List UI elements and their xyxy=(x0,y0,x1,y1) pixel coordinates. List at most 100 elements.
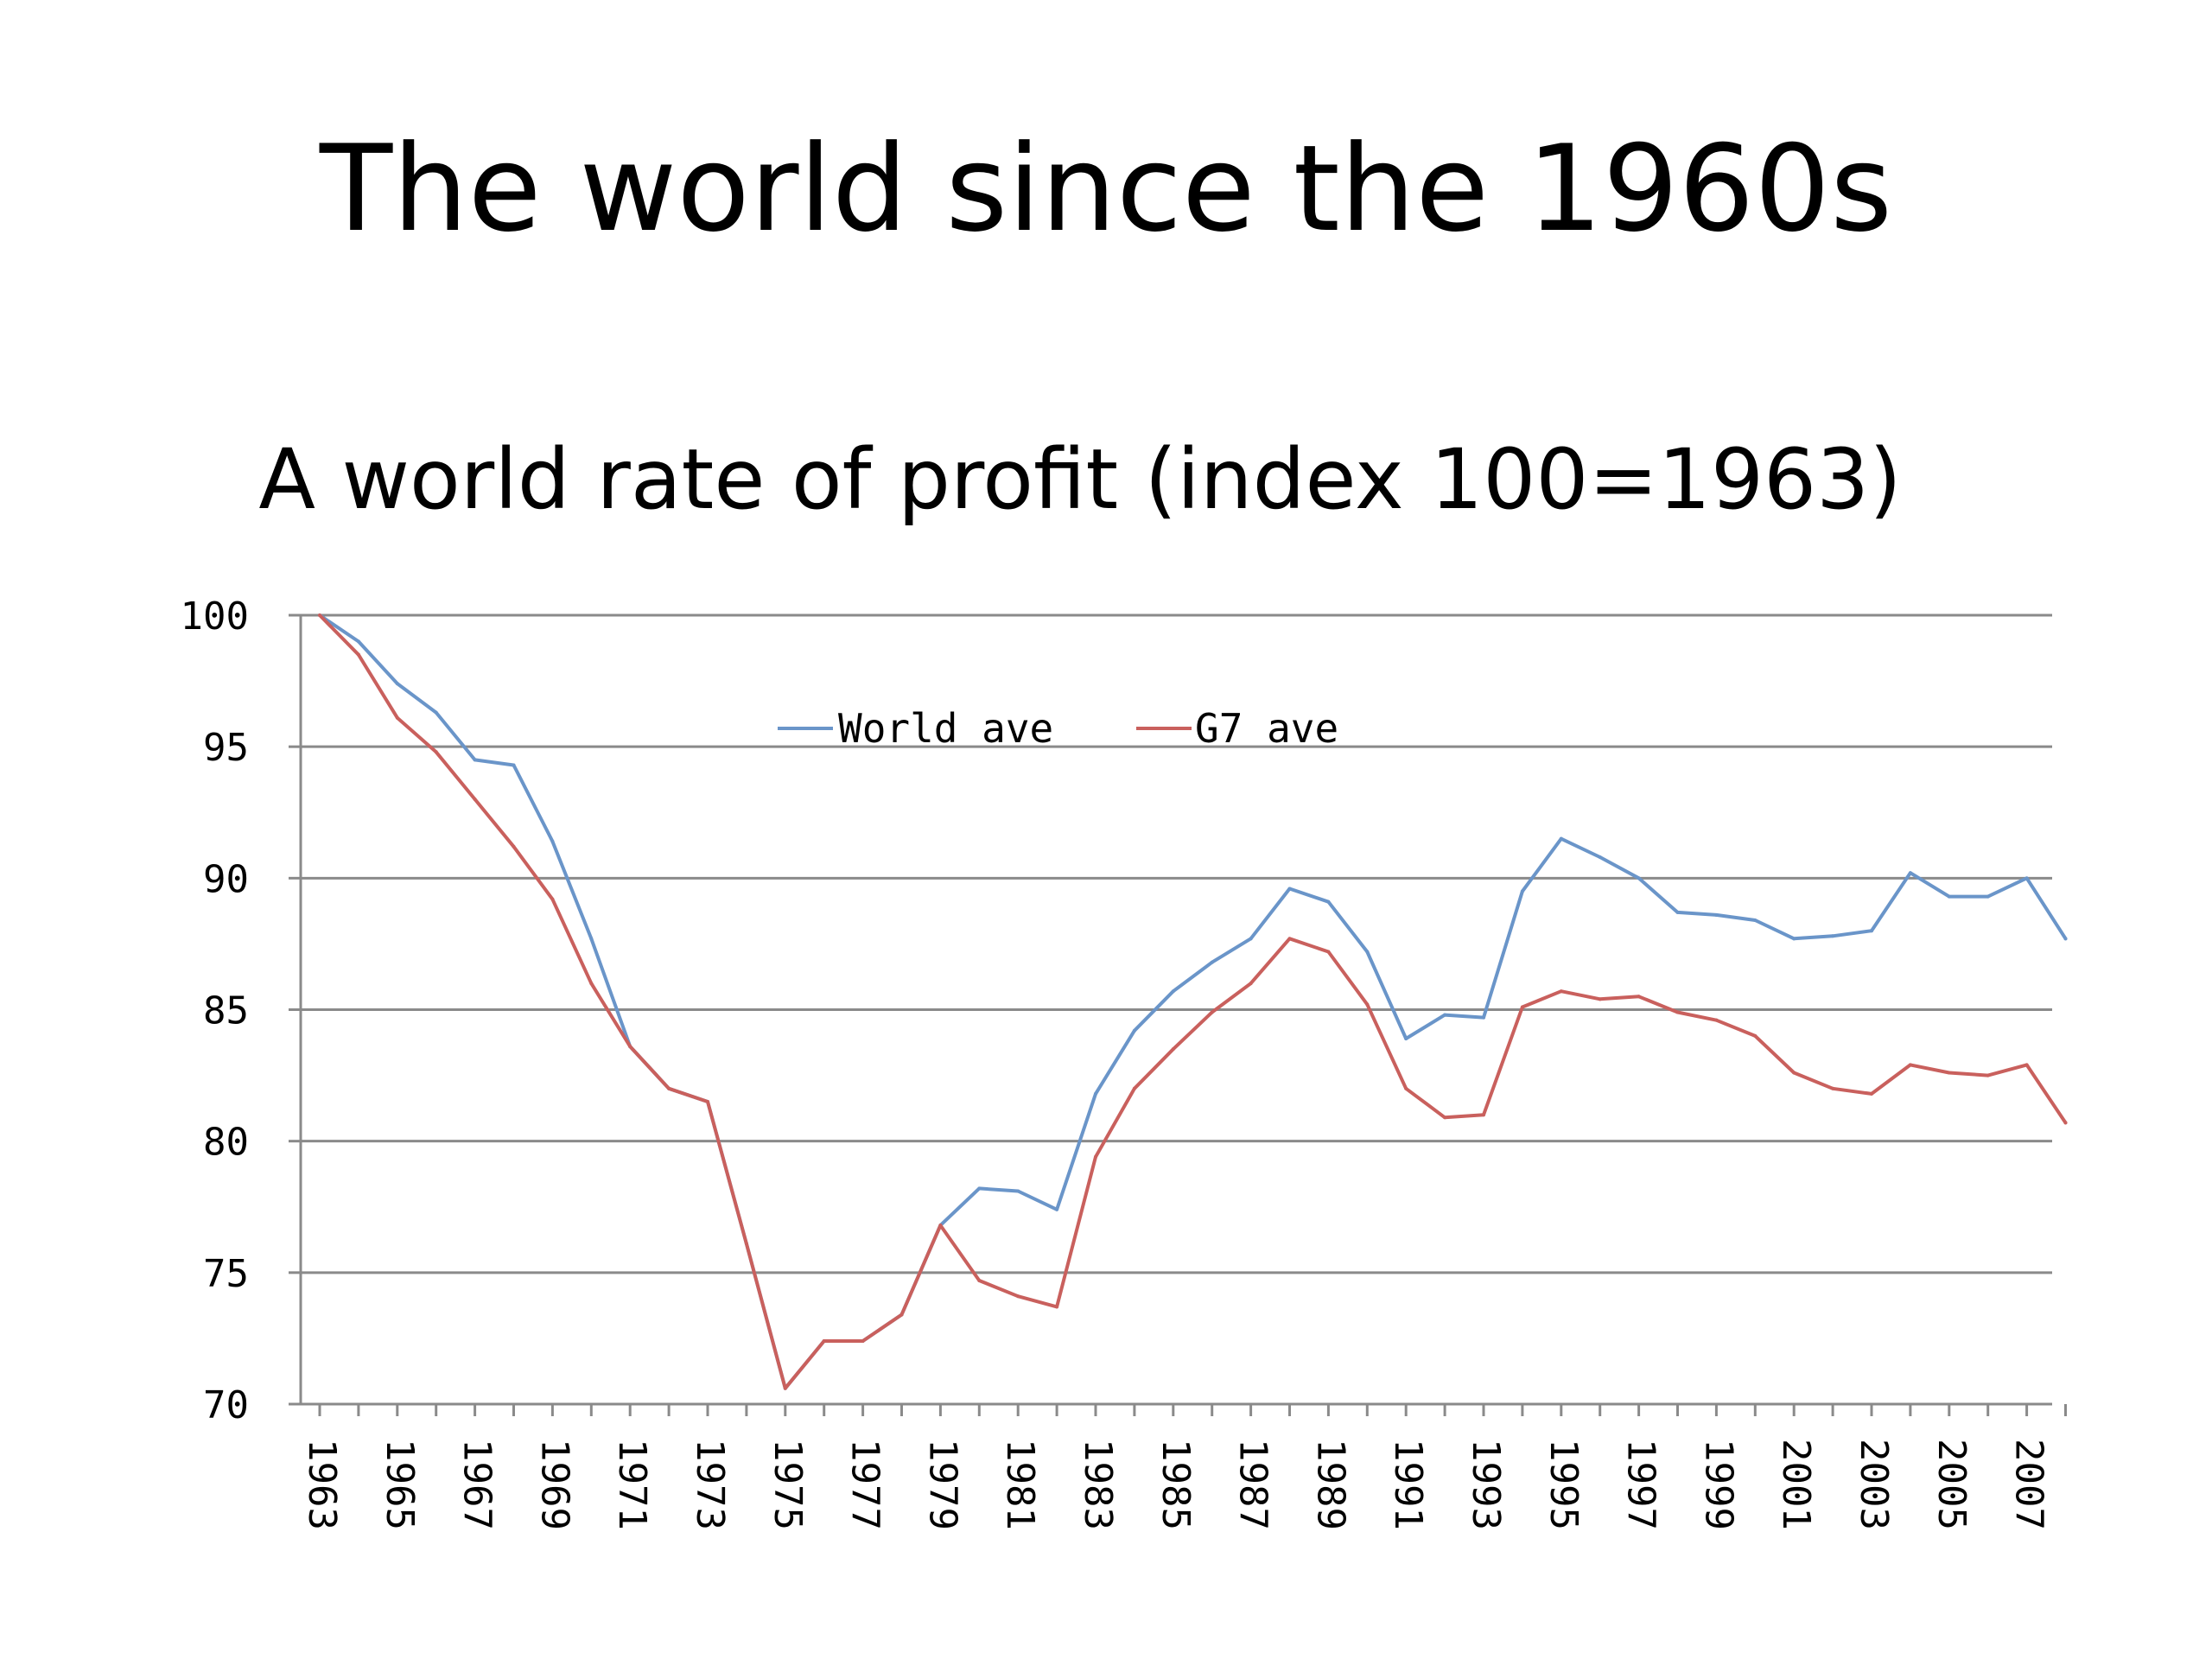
data-point xyxy=(1559,836,1563,841)
data-point xyxy=(1132,1028,1136,1033)
data-point xyxy=(1637,876,1641,880)
data-point xyxy=(2024,876,2029,880)
x-tick-label: 1997 xyxy=(1619,1439,1663,1530)
data-point xyxy=(434,750,438,754)
data-point xyxy=(1714,1018,1719,1022)
chart-title: A world rate of profit (index 100=1963) xyxy=(258,431,1901,528)
data-point xyxy=(356,652,360,657)
data-point xyxy=(356,639,360,644)
data-point xyxy=(1016,1189,1020,1193)
y-tick-label: 70 xyxy=(203,1383,249,1427)
data-point xyxy=(1132,1086,1136,1090)
data-point xyxy=(512,763,516,767)
data-point xyxy=(1365,1002,1370,1007)
data-point xyxy=(1094,1154,1097,1159)
data-point xyxy=(1520,889,1524,893)
data-point xyxy=(1055,1305,1059,1309)
data-point xyxy=(1249,937,1253,941)
series-line-1 xyxy=(318,613,2068,1390)
y-tick-label: 85 xyxy=(203,989,249,1033)
series-lines xyxy=(318,613,2068,1390)
data-point xyxy=(434,710,438,715)
x-tick-label: 1985 xyxy=(1154,1439,1198,1530)
data-point xyxy=(861,1338,865,1343)
data-point xyxy=(628,1045,632,1049)
data-point xyxy=(938,1224,943,1228)
data-point xyxy=(550,839,555,843)
legend-label: G7 ave xyxy=(1195,705,1338,752)
data-point xyxy=(395,682,399,686)
data-point xyxy=(1908,871,1912,875)
data-point xyxy=(1520,1005,1524,1009)
data-point xyxy=(783,1386,787,1390)
legend: World ave G7 ave xyxy=(778,705,1338,752)
data-point xyxy=(977,1186,982,1191)
data-point xyxy=(1482,1113,1485,1117)
data-point xyxy=(1675,1010,1680,1014)
data-point xyxy=(473,798,477,802)
x-tick-label: 1991 xyxy=(1386,1439,1430,1530)
data-point xyxy=(1831,1086,1835,1090)
data-point xyxy=(1908,1063,1912,1067)
data-point xyxy=(1326,899,1331,904)
data-point xyxy=(1598,997,1602,1001)
data-point xyxy=(1947,1071,1951,1075)
x-tick-label: 1983 xyxy=(1076,1439,1120,1530)
data-point xyxy=(1559,989,1563,994)
data-point xyxy=(744,1242,748,1246)
x-tick-label: 1973 xyxy=(688,1439,732,1530)
x-tick-label: 1995 xyxy=(1541,1439,1586,1530)
x-tick-label: 2003 xyxy=(1852,1439,1896,1530)
data-point xyxy=(2024,1063,2029,1067)
data-point xyxy=(1210,1010,1214,1014)
x-tick-label: 1975 xyxy=(766,1439,810,1530)
data-point xyxy=(1171,1047,1175,1052)
y-tick-label: 100 xyxy=(181,594,249,639)
data-point xyxy=(1598,855,1602,859)
data-point xyxy=(2063,1121,2068,1125)
data-point xyxy=(2063,937,2068,941)
x-tick-label: 1981 xyxy=(998,1439,1042,1530)
data-point xyxy=(395,715,399,720)
data-point xyxy=(1714,912,1719,917)
data-point xyxy=(1404,1036,1408,1040)
data-point xyxy=(899,1313,904,1317)
data-point xyxy=(473,758,477,762)
y-tick-label: 75 xyxy=(203,1252,249,1296)
data-point xyxy=(1016,1294,1020,1299)
data-point xyxy=(1249,982,1253,986)
data-point xyxy=(1287,887,1292,891)
x-tick-label: 1965 xyxy=(378,1439,422,1530)
data-point xyxy=(1443,1116,1447,1120)
data-point xyxy=(1831,934,1835,938)
data-point xyxy=(1443,1013,1447,1017)
data-point xyxy=(1792,1071,1796,1075)
data-point xyxy=(512,844,516,849)
data-point xyxy=(1210,960,1214,964)
data-point xyxy=(1094,1091,1097,1096)
data-point xyxy=(1287,937,1292,941)
slide-title: The world since the 1960s xyxy=(319,119,1893,258)
data-point xyxy=(1055,1207,1059,1211)
x-tick-label: 1977 xyxy=(843,1439,887,1530)
data-point xyxy=(667,1086,671,1090)
y-tick-label: 90 xyxy=(203,857,249,901)
data-point xyxy=(1870,929,1873,933)
x-tick-label: 1967 xyxy=(455,1439,499,1530)
data-point xyxy=(1637,995,1641,999)
data-point xyxy=(1326,950,1331,954)
gridlines xyxy=(301,613,2052,1274)
x-tick-label: 1969 xyxy=(532,1439,576,1530)
data-point xyxy=(1365,950,1370,954)
legend-label: World ave xyxy=(838,705,1053,752)
data-point xyxy=(1986,894,1990,899)
data-point xyxy=(977,1278,982,1282)
axes: 70 75 80 85 90 95 100 1963 1965 1967 1969 1971 1973 1… xyxy=(181,594,2067,1530)
x-tick-label: 2007 xyxy=(2007,1439,2051,1530)
x-tick-label: 1999 xyxy=(1696,1439,1740,1530)
data-point xyxy=(1870,1091,1873,1096)
data-point xyxy=(1792,937,1796,941)
x-tick-label: 1963 xyxy=(300,1439,344,1530)
x-tick-label: 1971 xyxy=(610,1439,654,1530)
